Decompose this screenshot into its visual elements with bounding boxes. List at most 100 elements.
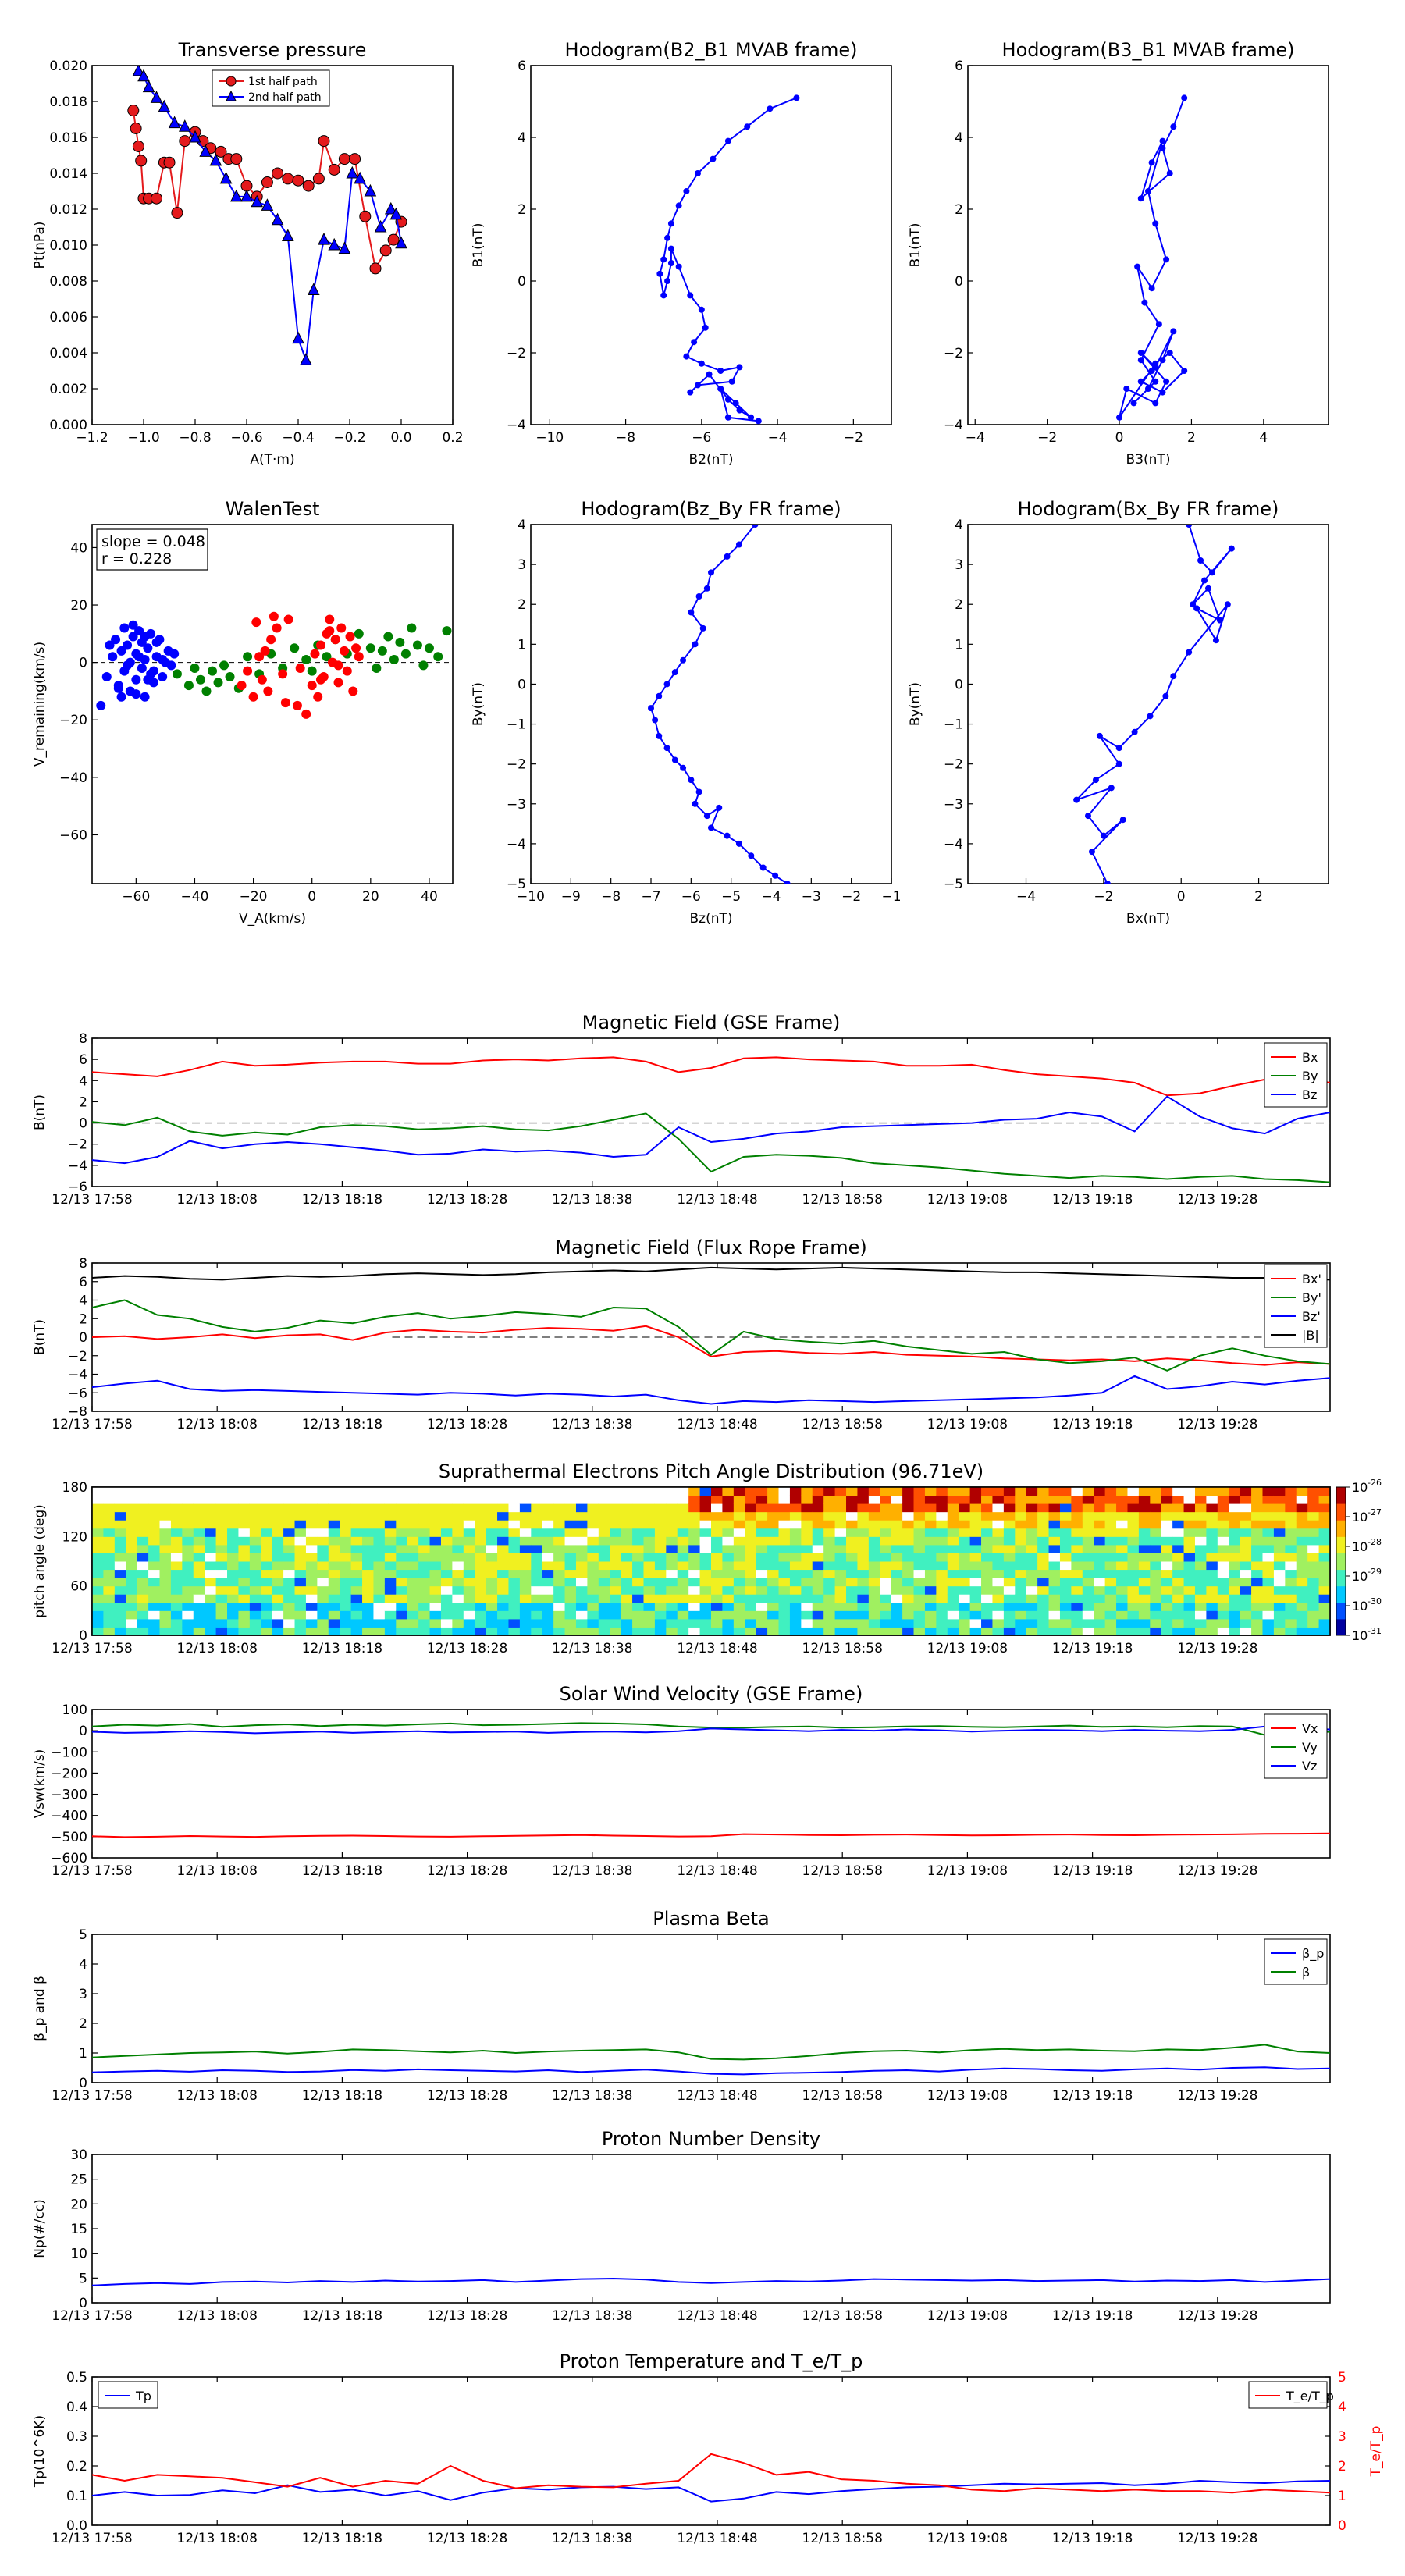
- heatmap-cell: [1194, 1511, 1207, 1521]
- legend: Tp: [98, 2381, 158, 2409]
- heatmap-cell: [238, 1569, 251, 1578]
- heatmap-cell: [1251, 1618, 1263, 1628]
- heatmap-cell: [857, 1553, 870, 1562]
- heatmap-cell: [699, 1561, 712, 1571]
- heatmap-cell: [103, 1602, 116, 1611]
- scatter-point-2: [251, 617, 261, 628]
- heatmap-cell: [846, 1618, 858, 1628]
- heatmap-cell: [643, 1618, 656, 1628]
- heatmap-cell: [384, 1536, 397, 1546]
- heatmap-cell: [812, 1553, 824, 1562]
- heatmap-cell: [1026, 1602, 1038, 1611]
- heatmap-cell: [1037, 1618, 1050, 1628]
- heatmap-cell: [654, 1511, 667, 1521]
- heatmap-cell: [846, 1553, 858, 1562]
- heatmap-cell: [384, 1544, 397, 1553]
- scatter-point-1: [395, 637, 405, 647]
- heatmap-cell: [1094, 1528, 1106, 1537]
- heatmap-cell: [261, 1585, 273, 1595]
- heatmap-cell: [362, 1511, 374, 1521]
- heatmap-cell: [564, 1553, 577, 1562]
- heatmap-cell: [508, 1520, 521, 1529]
- heatmap-cell: [891, 1578, 903, 1587]
- heatmap-cell: [1217, 1487, 1229, 1496]
- chart-title: Hodogram(Bz_By FR frame): [581, 498, 841, 520]
- heatmap-cell: [621, 1544, 633, 1553]
- heatmap-cell: [778, 1511, 791, 1521]
- heatmap-cell: [801, 1544, 813, 1553]
- heatmap-cell: [362, 1618, 374, 1628]
- heatmap-cell: [1251, 1594, 1263, 1603]
- data-point: [1193, 605, 1200, 612]
- colorbar-segment: [1336, 1602, 1346, 1620]
- heatmap-cell: [418, 1602, 431, 1611]
- heatmap-cell: [575, 1495, 588, 1504]
- data-point: [667, 220, 674, 227]
- x-tick-label: 0.2: [442, 430, 463, 446]
- heatmap-cell: [1026, 1618, 1038, 1628]
- heatmap-cell: [126, 1618, 138, 1628]
- heatmap-cell: [317, 1528, 329, 1537]
- x-tick-label: 12/13 18:38: [552, 2088, 632, 2104]
- heatmap-cell: [1138, 1495, 1151, 1504]
- heatmap-cell: [272, 1495, 284, 1504]
- heatmap-cell: [519, 1585, 532, 1595]
- data-point: [1162, 692, 1169, 699]
- heatmap-cell: [666, 1578, 678, 1587]
- y-tick-label: 0.004: [49, 346, 87, 361]
- x-tick-label: −2: [841, 889, 861, 905]
- x-tick-label: 12/13 19:18: [1052, 2308, 1133, 2324]
- heatmap-cell: [1318, 1610, 1330, 1620]
- heatmap-cell: [666, 1618, 678, 1628]
- scatter-point-0: [140, 692, 150, 702]
- heatmap-cell: [666, 1553, 678, 1562]
- data-point: [736, 364, 743, 371]
- heatmap-cell: [170, 1561, 183, 1571]
- heatmap-cell: [1150, 1520, 1162, 1529]
- data-point: [688, 777, 695, 784]
- heatmap-cell: [880, 1520, 892, 1529]
- data-point-circle: [130, 123, 142, 134]
- y-tick-label: 2: [79, 1311, 87, 1327]
- heatmap-cell: [350, 1618, 363, 1628]
- heatmap-cell: [519, 1495, 532, 1504]
- heatmap-cell: [959, 1602, 971, 1611]
- heatmap-cell: [666, 1544, 678, 1553]
- heatmap-cell: [531, 1618, 543, 1628]
- heatmap-cell: [350, 1602, 363, 1611]
- heatmap-cell: [868, 1487, 880, 1496]
- scatter-point-2: [307, 681, 317, 691]
- heatmap-cell: [508, 1511, 521, 1521]
- heatmap-cell: [1048, 1528, 1061, 1537]
- heatmap-cell: [1048, 1610, 1061, 1620]
- data-point-triangle: [178, 119, 191, 132]
- heatmap-cell: [745, 1569, 757, 1578]
- heatmap-cell: [913, 1594, 926, 1603]
- heatmap-cell: [924, 1503, 937, 1513]
- heatmap-cell: [654, 1495, 667, 1504]
- heatmap-cell: [767, 1602, 780, 1611]
- heatmap-cell: [205, 1511, 217, 1521]
- heatmap-cell: [756, 1618, 768, 1628]
- series-line-Bx': [92, 1325, 1330, 1366]
- y-tick-label: −3: [507, 797, 526, 813]
- heatmap-cell: [205, 1585, 217, 1595]
- x-tick-label: 12/13 18:18: [302, 1863, 382, 1879]
- chart-panel-5: Hodogram(Bx_By FR frame)−4 −2 0 2−5−4−3−2−1…: [908, 498, 1329, 927]
- heatmap-cell: [182, 1561, 194, 1571]
- heatmap-cell: [1217, 1569, 1229, 1578]
- heatmap-cell: [227, 1520, 239, 1529]
- heatmap-cell: [1285, 1585, 1297, 1595]
- heatmap-cell: [564, 1585, 577, 1595]
- heatmap-cell: [463, 1602, 475, 1611]
- scatter-point-1: [418, 660, 429, 671]
- heatmap-cell: [1251, 1585, 1263, 1595]
- heatmap-cell: [440, 1618, 453, 1628]
- heatmap-cell: [868, 1594, 880, 1603]
- heatmap-cell: [868, 1627, 880, 1635]
- heatmap-cell: [1307, 1487, 1320, 1496]
- heatmap-cell: [1104, 1503, 1117, 1513]
- heatmap-cell: [205, 1627, 217, 1635]
- heatmap-cell: [1229, 1503, 1241, 1513]
- heatmap-cell: [396, 1618, 408, 1628]
